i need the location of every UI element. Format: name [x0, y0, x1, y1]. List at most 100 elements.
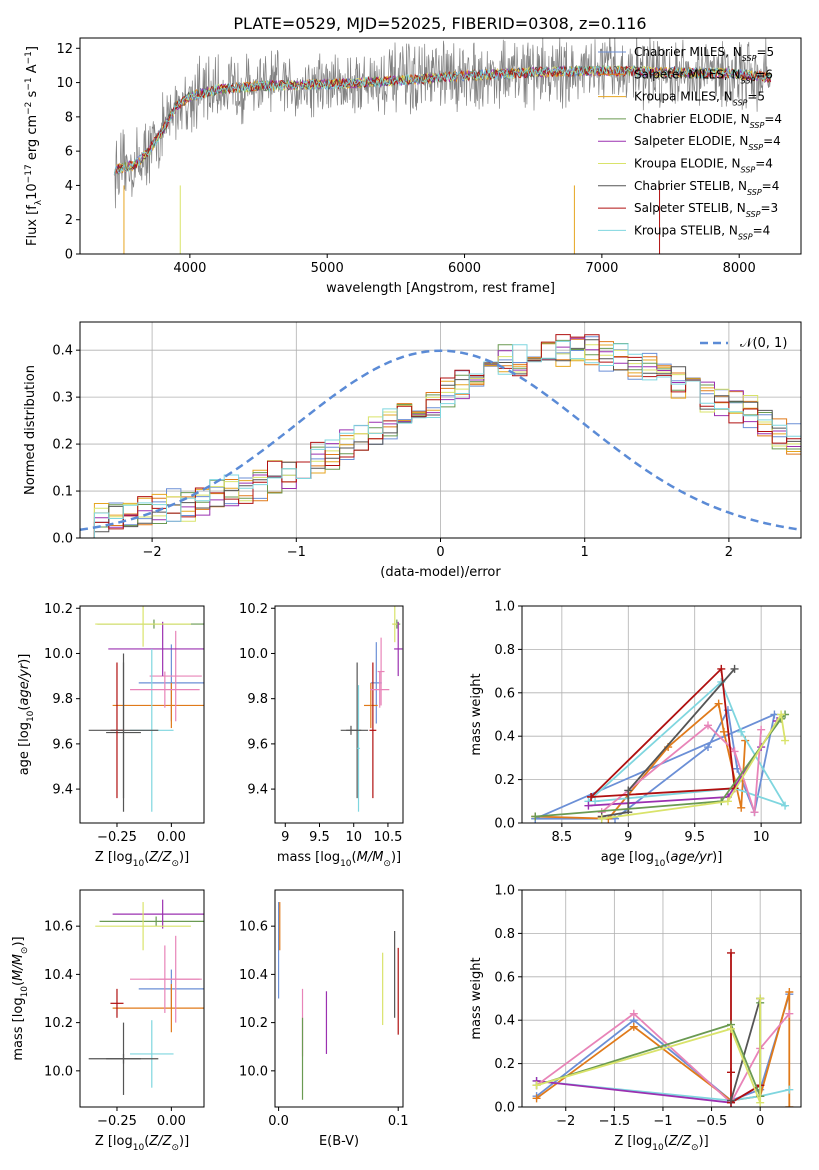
model-spectrum-line-9 — [113, 64, 772, 176]
y-axis-label: Normed distribution — [23, 365, 38, 495]
legend-label-sub: SSP — [750, 120, 765, 129]
y-tick-label: 9.4 — [52, 783, 73, 798]
weight-marker — [704, 721, 712, 730]
plot-area — [113, 38, 772, 254]
age-vs-metallicity-panel: −0.25 0.009.49.69.810.010.2Z [log10(Z/Z⊙)… — [17, 602, 205, 869]
x-axis-label: wavelength [Angstrom, rest frame] — [326, 281, 555, 296]
weight-marker — [781, 736, 790, 745]
label-part: ⊙ — [171, 1143, 179, 1153]
label-part: ( — [11, 981, 26, 986]
axes-frame: −0.25 0.009.49.69.810.010.2Z [log10(Z/Z⊙)… — [17, 602, 205, 869]
figure-title: PLATE=0529, MJD=52025, FIBERID=0308, z=0… — [233, 14, 646, 33]
legend-label-tail: =6 — [755, 67, 773, 81]
errorbar-point — [95, 606, 191, 647]
x-tick-label: 0 — [756, 1114, 764, 1129]
y-tick-label: 10.0 — [44, 647, 73, 662]
label-part: 10 — [654, 859, 666, 869]
label-part: )] — [17, 654, 32, 664]
x-tick-label: −0.25 — [97, 830, 137, 845]
label-part: )] — [699, 1134, 709, 1149]
label-part: Z/Z — [148, 850, 172, 865]
errorbar-point — [112, 984, 204, 1033]
axes-box — [521, 605, 802, 824]
y-tick-label: 1.0 — [494, 884, 515, 899]
label-part: 10 — [133, 1143, 145, 1153]
plot-area — [532, 948, 794, 1107]
y-tick-label: 0.4 — [52, 344, 73, 359]
label-part: )] — [179, 850, 189, 865]
label-part: ⊙ — [383, 859, 391, 869]
axes-frame: −2 −1.5 −1 −0.5 0 0.0 0.2 0.4 0.6 0.8 1.0 Z [log10(… — [469, 884, 802, 1153]
errorbar-point — [130, 671, 200, 708]
weight-marker — [756, 994, 765, 1003]
weight-marker — [532, 1081, 541, 1090]
label-part: M/M — [357, 850, 384, 865]
label-part: )] — [712, 850, 722, 865]
x-tick-label: −1 — [287, 545, 306, 560]
x-tick-label: 0.0 — [268, 1114, 289, 1129]
y-axis-label: Flux [fλ10−17 erg cm−2 s−1 A−1] — [24, 46, 44, 246]
y-tick-label: 2 — [65, 213, 73, 228]
legend-label-main: Salpeter MILES, N — [634, 67, 741, 81]
weights-vs-metallicity-panel: −2 −1.5 −1 −0.5 0 0.0 0.2 0.4 0.6 0.8 1.0 Z [log10(… — [469, 884, 802, 1153]
y-axis-label: mass weight — [469, 673, 484, 755]
y-tick-label: 10.2 — [239, 602, 268, 617]
label-part: A — [25, 64, 40, 77]
label-part: Z [log — [95, 1134, 133, 1149]
errorbar-point — [394, 621, 403, 677]
y-tick-label: 0 — [65, 248, 73, 263]
y-tick-label: 9.6 — [247, 737, 268, 752]
legend-label-tail: =3 — [760, 201, 778, 215]
y-tick-label: 0.8 — [494, 643, 515, 658]
label-part: Z [log — [614, 1134, 652, 1149]
y-tick-label: 10.2 — [239, 1016, 268, 1031]
weight-series-line-9 — [536, 998, 762, 1104]
axes-frame: 0.0 0.1 10.0 10.2 10.4 10.6 E(B-V) — [239, 889, 409, 1149]
weight-series-line-8 — [535, 713, 786, 818]
legend-label: Kroupa MILES, NSSP=5 — [634, 90, 765, 108]
y-axis-label: mass weight — [469, 957, 484, 1039]
legend-label-tail: =4 — [763, 134, 781, 148]
y-tick-label: 10 — [56, 76, 73, 91]
label-part: −1 — [24, 77, 34, 90]
label-part: Z [log — [95, 850, 133, 865]
weight-marker — [727, 1096, 736, 1105]
legend-label-main: Kroupa ELODIE, N — [634, 157, 741, 171]
x-axis-label: Z [log10(Z/Z⊙)] — [95, 1134, 189, 1153]
x-tick-label: 10.5 — [373, 830, 402, 845]
x-axis-label: (data-model)/error — [380, 565, 501, 580]
x-axis-label: E(B-V) — [319, 1134, 359, 1149]
weight-marker — [597, 814, 606, 823]
x-tick-label: 6000 — [448, 261, 481, 276]
weight-marker — [584, 801, 593, 810]
x-tick-label: 8000 — [723, 261, 756, 276]
errorbar-point — [363, 682, 378, 729]
legend-label-sub: SSP — [746, 210, 761, 219]
residual-histogram-9 — [80, 340, 801, 538]
weight-marker — [629, 1009, 638, 1018]
x-tick-label: 2 — [725, 545, 733, 560]
x-tick-label: 0 — [436, 545, 444, 560]
x-axis-label: Z [log10(Z/Z⊙)] — [614, 1134, 708, 1153]
y-tick-label: 0.0 — [52, 532, 73, 547]
residual-histogram-5 — [80, 337, 801, 538]
legend-label-sub: SSP — [738, 232, 753, 241]
plot-area — [277, 902, 399, 1100]
normal-distribution-curve — [80, 349, 801, 532]
errorbar-point — [370, 671, 390, 708]
legend-label-main: Kroupa MILES, N — [634, 90, 733, 104]
residual-histogram-8 — [80, 334, 801, 538]
weight-marker — [624, 786, 633, 795]
legend-label-tail: =4 — [764, 112, 782, 126]
label-part: ] — [25, 46, 40, 51]
errorbar-point — [369, 662, 377, 799]
weight-marker — [704, 743, 712, 752]
x-tick-label: 9 — [281, 830, 289, 845]
label-part: )] — [11, 936, 26, 946]
y-tick-label: 8 — [65, 110, 73, 125]
